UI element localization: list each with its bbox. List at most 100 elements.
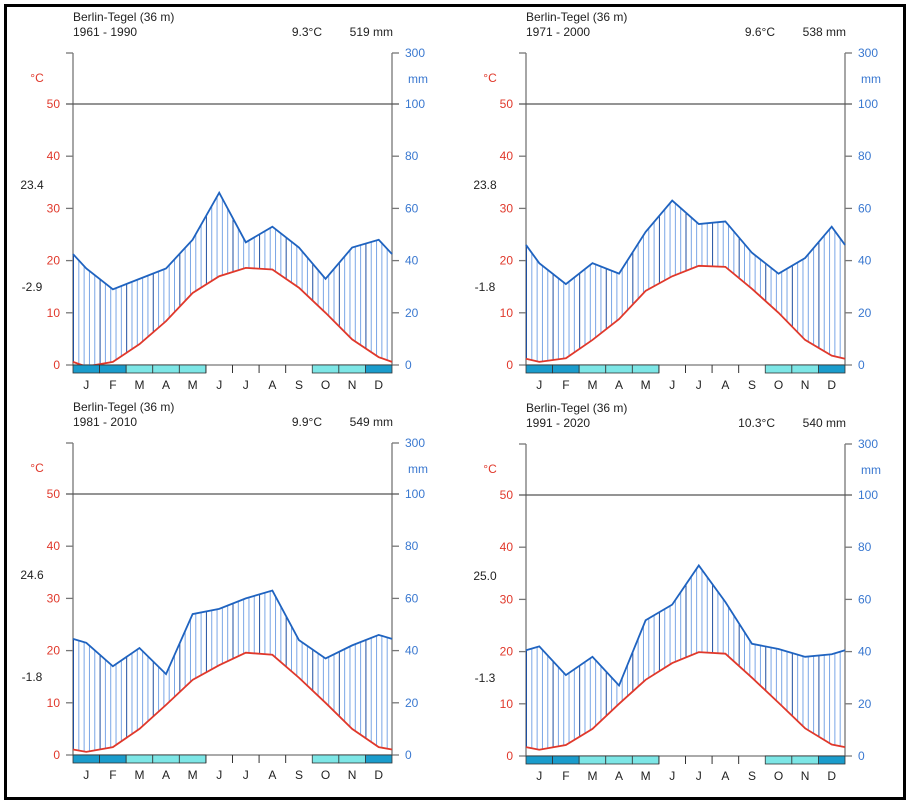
- precipitation-line: [525, 199, 846, 286]
- frost-month-cell: [764, 364, 793, 374]
- mean-max-warmest-label: 23.4: [20, 178, 44, 192]
- mean-max-warmest-label: 25.0: [473, 569, 497, 583]
- annual-mean-temp: 9.3°C: [292, 25, 322, 39]
- month-label: D: [827, 378, 836, 392]
- temp-unit-label: °C: [30, 71, 44, 85]
- precip-tick-label: 40: [858, 645, 872, 659]
- month-label: M: [587, 769, 597, 783]
- month-label: M: [641, 769, 651, 783]
- mean-min-coldest-label: -1.8: [22, 670, 43, 684]
- precip-tick-label: 20: [405, 306, 419, 320]
- month-label: F: [109, 768, 116, 782]
- precip-unit-label: mm: [861, 463, 881, 477]
- temp-tick-label: 30: [47, 591, 61, 605]
- month-label: M: [587, 378, 597, 392]
- frost-month-cell: [72, 754, 100, 764]
- precip-tick-label: 100: [858, 97, 878, 111]
- temp-tick-label: 20: [500, 645, 514, 659]
- temp-tick-label: 10: [47, 696, 61, 710]
- month-label: A: [615, 769, 623, 783]
- month-label: S: [748, 378, 756, 392]
- month-label: J: [696, 378, 702, 392]
- month-label: J: [216, 378, 222, 392]
- month-label: S: [295, 378, 303, 392]
- mean-max-warmest-label: 23.8: [473, 178, 497, 192]
- temp-tick-label: 40: [500, 540, 514, 554]
- precip-tick-label: 20: [858, 697, 872, 711]
- month-label: J: [536, 378, 542, 392]
- temperature-line: [525, 651, 846, 751]
- frost-month-cell: [605, 755, 633, 765]
- month-label: J: [536, 769, 542, 783]
- month-label: M: [188, 768, 198, 782]
- month-label: O: [774, 769, 783, 783]
- period-label: 1981 - 2010: [73, 415, 137, 429]
- precip-unit-label: mm: [408, 72, 428, 86]
- frost-month-cell: [818, 364, 846, 374]
- frost-month-cell: [125, 754, 154, 764]
- frost-month-cell: [311, 754, 340, 764]
- temp-tick-label: 20: [47, 644, 61, 658]
- precip-tick-label: 80: [858, 540, 872, 554]
- temp-tick-label: 0: [53, 358, 60, 372]
- precip-tick-label: 20: [858, 306, 872, 320]
- climate-chart-3: Berlin-Tegel (36 m)1981 - 2010 9.9°C 549 m…: [20, 400, 428, 782]
- figure-frame: [4, 4, 906, 800]
- frost-month-cell: [72, 364, 100, 374]
- frost-month-cell: [125, 364, 154, 374]
- month-label: F: [562, 769, 569, 783]
- annual-precip: 538 mm: [803, 25, 846, 39]
- month-label: J: [669, 769, 675, 783]
- temp-tick-label: 20: [500, 254, 514, 268]
- month-label: J: [243, 768, 249, 782]
- frost-month-cell: [631, 755, 660, 765]
- frost-month-cell: [552, 755, 580, 765]
- precipitation-line: [525, 563, 846, 688]
- precip-tick-label: 300: [405, 46, 425, 60]
- temp-tick-label: 40: [47, 149, 61, 163]
- month-label: A: [721, 769, 729, 783]
- temp-tick-label: 0: [506, 749, 513, 763]
- precip-tick-label: 0: [405, 358, 412, 372]
- precip-tick-label: 100: [858, 488, 878, 502]
- month-label: J: [669, 378, 675, 392]
- precipitation-line: [72, 190, 393, 291]
- annual-mean-temp: 9.9°C: [292, 415, 322, 429]
- precip-tick-label: 40: [405, 254, 419, 268]
- temp-tick-label: 20: [47, 254, 61, 268]
- frost-month-cell: [764, 755, 793, 765]
- frost-month-cell: [525, 755, 553, 765]
- month-label: D: [374, 768, 383, 782]
- precip-tick-label: 60: [405, 591, 419, 605]
- frost-month-cell: [791, 755, 819, 765]
- precip-tick-label: 300: [858, 437, 878, 451]
- frost-month-cell: [178, 754, 207, 764]
- frost-month-cell: [791, 364, 819, 374]
- month-label: M: [641, 378, 651, 392]
- frost-month-cell: [338, 754, 366, 764]
- precip-tick-label: 0: [858, 749, 865, 763]
- temp-tick-label: 30: [500, 201, 514, 215]
- month-label: J: [216, 768, 222, 782]
- temp-tick-label: 40: [47, 539, 61, 553]
- frost-month-cell: [338, 364, 366, 374]
- month-label: A: [162, 378, 170, 392]
- month-label: M: [188, 378, 198, 392]
- month-label: D: [374, 378, 383, 392]
- frost-month-cell: [631, 364, 660, 374]
- temp-tick-label: 10: [500, 697, 514, 711]
- temp-unit-label: °C: [30, 461, 44, 475]
- precip-tick-label: 80: [858, 149, 872, 163]
- climate-chart-2: Berlin-Tegel (36 m)1971 - 2000 9.6°C 538 m…: [473, 10, 881, 392]
- temp-tick-label: 50: [47, 487, 61, 501]
- temp-tick-label: 50: [500, 97, 514, 111]
- temp-tick-label: 10: [500, 306, 514, 320]
- frost-month-cell: [552, 364, 580, 374]
- frost-month-cell: [152, 364, 180, 374]
- frost-month-cell: [178, 364, 207, 374]
- temp-tick-label: 0: [506, 358, 513, 372]
- temp-unit-label: °C: [483, 71, 497, 85]
- precip-tick-label: 80: [405, 149, 419, 163]
- station-title: Berlin-Tegel (36 m): [526, 10, 627, 24]
